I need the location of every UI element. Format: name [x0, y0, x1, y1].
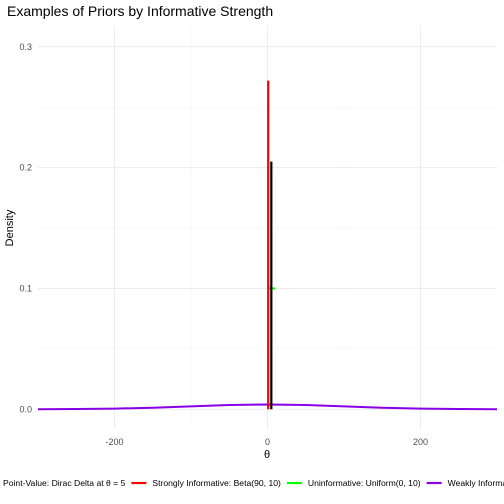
- plot-series: [37, 80, 498, 411]
- legend-label: Strongly Informative: Beta(90, 10): [152, 478, 281, 488]
- chart-title: Examples of Priors by Informative Streng…: [7, 3, 273, 19]
- x-axis-title: θ: [264, 449, 270, 461]
- y-axis-title: Density: [4, 209, 16, 246]
- y-tick-label: 0.0: [19, 404, 32, 414]
- x-tick-label: -200: [105, 437, 123, 447]
- axis-ticks: -200 0 200 0.0 0.1 0.2 0.3: [19, 42, 428, 447]
- x-tick-label: 200: [413, 437, 428, 447]
- legend-label: Point-Value: Dirac Delta at θ = 5: [3, 478, 126, 488]
- x-tick-label: 0: [265, 437, 270, 447]
- legend-label: Uninformative: Uniform(0, 10): [308, 478, 421, 488]
- y-tick-label: 0.1: [19, 283, 32, 293]
- legend: Point-Value: Dirac Delta at θ = 5 Strongl…: [3, 478, 504, 488]
- y-tick-label: 0.3: [19, 42, 32, 52]
- y-tick-label: 0.2: [19, 163, 32, 173]
- legend-label: Weakly Informative: Normal(0, 100): [448, 478, 504, 488]
